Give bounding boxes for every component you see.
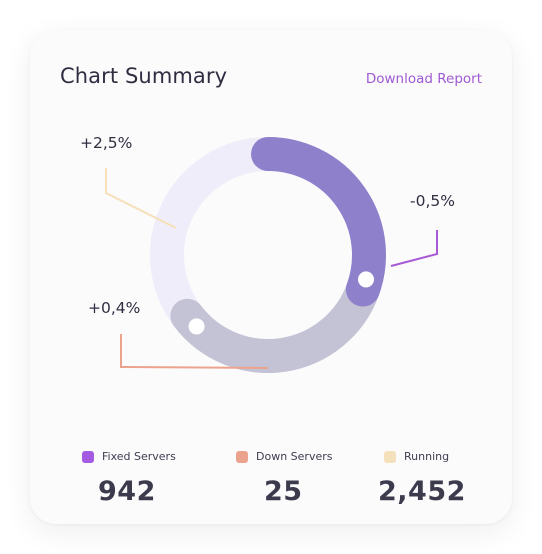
legend-value: 2,452 [378, 476, 466, 507]
legend-swatch [236, 450, 248, 463]
annotation-label: +2,5% [80, 134, 132, 152]
legend-value: 942 [98, 476, 156, 507]
donut-segment-fixed-servers [251, 137, 386, 307]
donut-segment-down-servers [170, 272, 380, 373]
legend-label: Running [404, 450, 450, 463]
segment-end-knob [188, 318, 205, 335]
annotation-leaders [105, 168, 438, 369]
donut-ring [150, 137, 386, 373]
chart-summary-card: Chart Summary Download Report Fixed Serv… [30, 30, 512, 524]
legend-label: Down Servers [256, 450, 333, 463]
leader-line [390, 230, 438, 267]
download-report-link[interactable]: Download Report [365, 71, 482, 87]
leader-line [120, 334, 269, 369]
annotation-label: +0,4% [88, 299, 140, 317]
donut-segment-running [150, 137, 269, 326]
legend-label: Fixed Servers [102, 450, 176, 463]
leader-line [105, 168, 177, 229]
legend: Fixed Servers 942 Down Servers 25 Runnin… [30, 450, 512, 530]
annotation-labels: +2,5% -0,5% +0,4% [80, 134, 455, 317]
annotation-label: -0,5% [410, 192, 455, 210]
legend-swatch [384, 450, 396, 463]
segment-end-knob [358, 271, 374, 288]
card-title: Chart Summary [60, 64, 228, 88]
legend-swatch [82, 450, 94, 463]
legend-value: 25 [264, 476, 303, 507]
